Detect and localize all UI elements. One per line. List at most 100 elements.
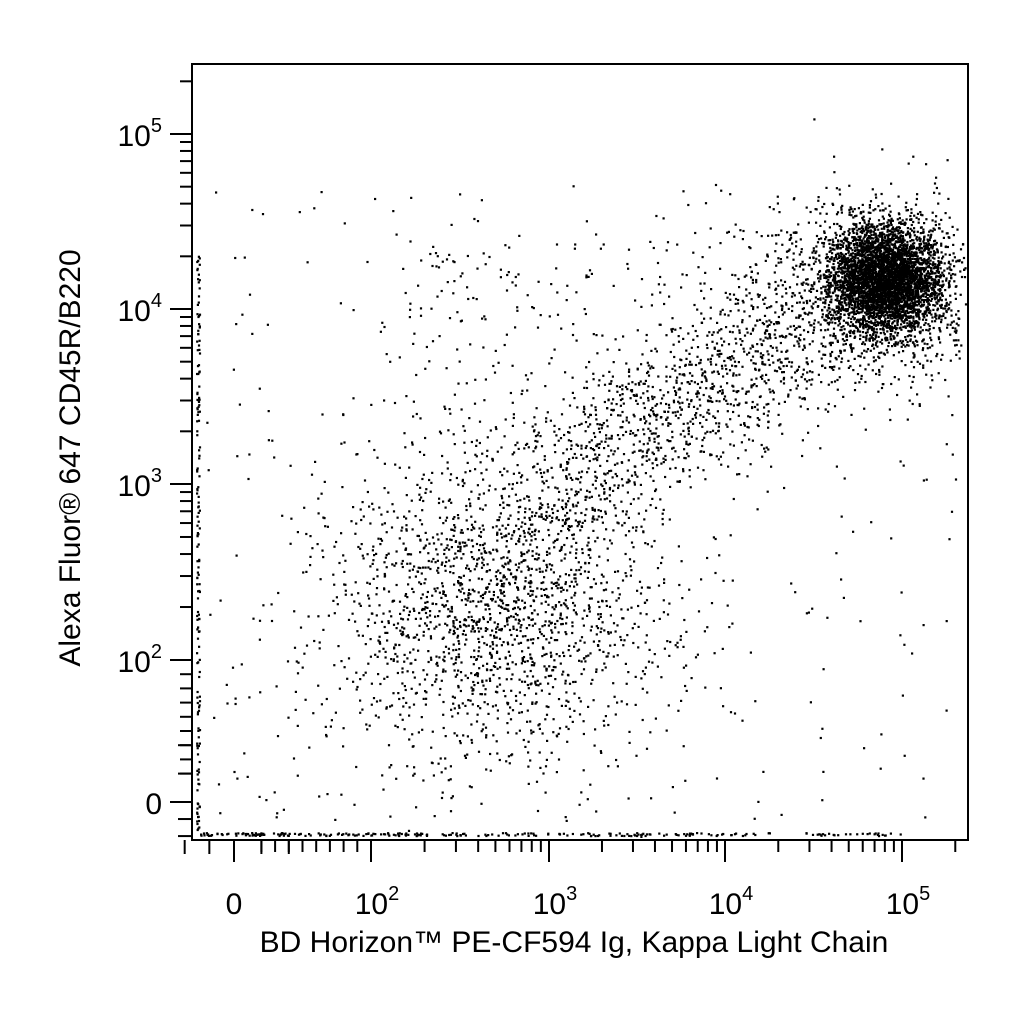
data-point xyxy=(916,212,920,215)
data-point xyxy=(836,247,839,250)
data-point xyxy=(877,390,880,393)
data-point xyxy=(862,254,866,257)
data-point xyxy=(850,268,853,271)
data-point xyxy=(888,262,891,266)
data-point xyxy=(898,307,901,310)
data-point xyxy=(879,292,882,295)
data-point xyxy=(840,206,843,209)
data-point xyxy=(900,244,903,247)
data-point xyxy=(891,237,894,241)
data-point xyxy=(918,244,921,247)
data-point xyxy=(909,288,912,291)
data-point xyxy=(809,210,812,214)
data-point xyxy=(881,246,884,249)
data-point xyxy=(877,315,880,318)
data-point xyxy=(925,272,928,275)
data-point xyxy=(879,256,882,259)
data-point xyxy=(841,269,844,272)
data-point xyxy=(869,305,872,309)
data-point xyxy=(948,285,951,288)
data-point xyxy=(936,307,939,310)
data-point xyxy=(900,263,904,266)
data-point xyxy=(917,267,920,270)
data-point xyxy=(942,312,945,315)
data-point xyxy=(947,303,951,306)
data-point xyxy=(951,225,954,228)
data-point xyxy=(897,229,900,232)
data-point xyxy=(879,250,882,253)
data-point xyxy=(869,265,873,268)
data-point xyxy=(934,304,937,307)
data-point xyxy=(884,317,887,320)
data-point xyxy=(880,285,883,288)
data-point xyxy=(936,249,939,252)
data-point xyxy=(873,286,876,289)
data-point xyxy=(916,257,919,260)
data-point xyxy=(926,286,930,289)
data-point xyxy=(880,313,883,316)
data-point xyxy=(879,244,882,247)
data-point xyxy=(857,270,860,273)
data-point xyxy=(861,268,864,271)
data-point xyxy=(938,261,941,264)
data-point xyxy=(860,300,863,303)
data-point xyxy=(944,298,947,301)
data-point xyxy=(792,258,795,261)
data-point xyxy=(924,244,927,247)
data-point xyxy=(905,244,908,247)
data-point xyxy=(889,220,892,223)
data-point xyxy=(850,242,853,245)
data-point xyxy=(864,297,867,300)
data-point xyxy=(935,292,938,295)
data-point xyxy=(912,317,915,320)
data-point xyxy=(945,279,948,282)
data-point xyxy=(911,324,914,327)
data-point xyxy=(904,206,907,209)
data-point xyxy=(837,265,840,268)
data-point xyxy=(960,344,963,347)
data-point xyxy=(907,260,910,263)
data-point xyxy=(913,308,916,311)
data-point xyxy=(912,311,915,314)
data-point xyxy=(831,350,834,354)
data-point xyxy=(814,251,817,255)
data-point xyxy=(951,273,954,276)
data-point xyxy=(846,293,850,296)
data-point xyxy=(840,357,844,360)
data-point xyxy=(886,249,889,252)
data-point xyxy=(811,371,814,374)
data-point xyxy=(878,252,881,255)
data-point xyxy=(866,328,869,331)
data-point xyxy=(852,270,855,273)
data-point xyxy=(880,324,883,327)
data-point xyxy=(932,261,935,264)
data-point xyxy=(883,253,886,256)
data-point xyxy=(903,250,906,253)
data-point xyxy=(839,313,842,316)
data-point xyxy=(899,286,902,289)
data-point xyxy=(921,214,924,217)
data-point xyxy=(853,280,856,283)
data-point xyxy=(896,254,899,258)
data-point xyxy=(865,244,868,247)
data-point xyxy=(883,280,887,283)
data-point xyxy=(827,269,830,272)
data-point xyxy=(946,159,949,162)
data-point xyxy=(855,274,858,277)
data-point xyxy=(940,284,943,287)
data-point xyxy=(831,202,834,205)
data-point xyxy=(902,280,905,283)
data-point xyxy=(839,350,843,353)
data-point xyxy=(858,293,861,296)
data-point xyxy=(853,258,856,261)
data-point xyxy=(932,253,935,256)
data-point xyxy=(891,285,895,289)
data-point xyxy=(903,299,906,302)
data-point xyxy=(898,240,901,243)
data-point xyxy=(868,306,871,309)
data-point xyxy=(934,284,937,287)
data-point xyxy=(859,230,862,234)
data-point xyxy=(867,262,870,265)
data-point xyxy=(863,221,866,224)
data-point xyxy=(867,239,870,242)
